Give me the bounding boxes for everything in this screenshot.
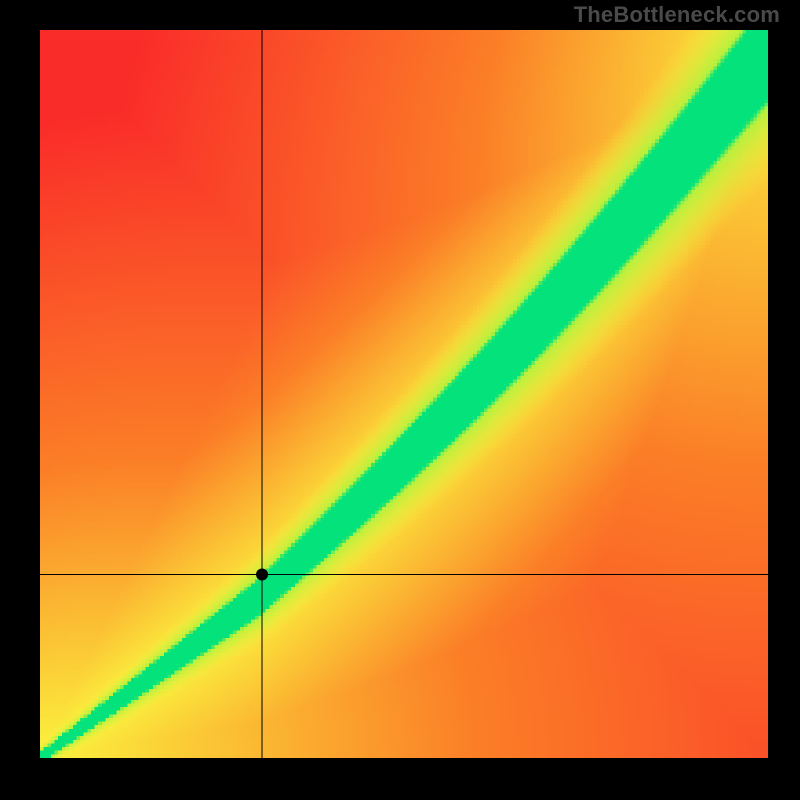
chart-container: TheBottleneck.com bbox=[0, 0, 800, 800]
watermark-text: TheBottleneck.com bbox=[574, 2, 780, 28]
bottleneck-heatmap bbox=[40, 30, 768, 758]
